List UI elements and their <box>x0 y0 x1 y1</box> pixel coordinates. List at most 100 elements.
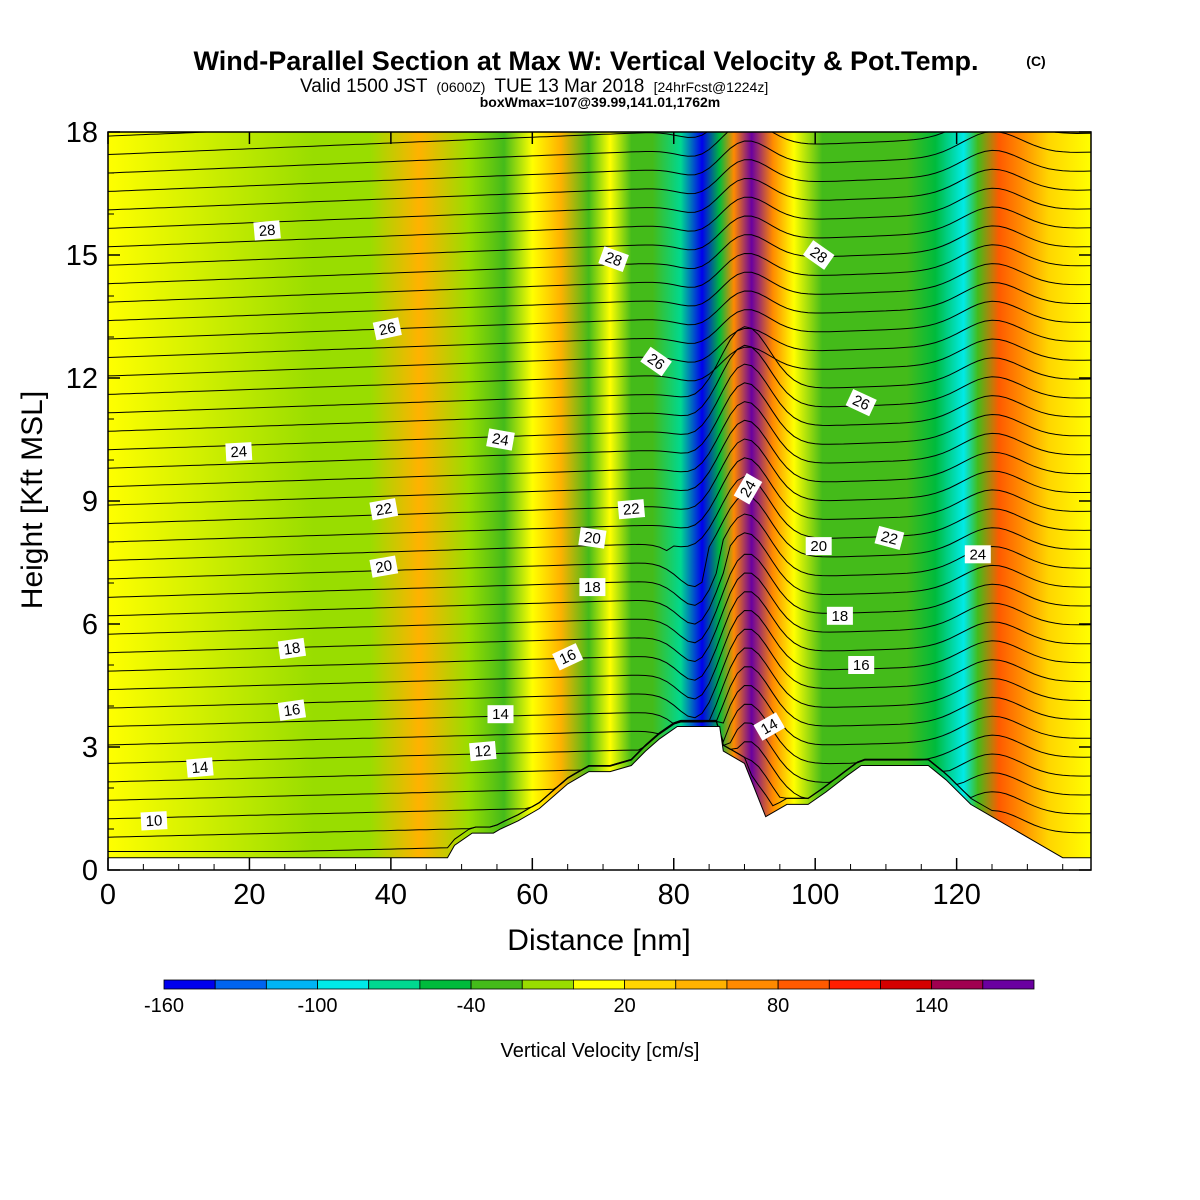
contour-label-text: 12 <box>474 742 492 760</box>
y-tick-label: 9 <box>82 486 98 518</box>
isentrope-line <box>108 628 1091 719</box>
colorbar-segment <box>624 979 677 990</box>
y-tick-label: 3 <box>82 732 98 764</box>
contour-label-text: 16 <box>283 701 302 720</box>
contour-label-text: 18 <box>283 640 302 659</box>
isentrope-line <box>108 382 1091 469</box>
contour-label-box <box>277 637 307 660</box>
x-tick-label: 40 <box>375 879 407 911</box>
contour-label-box <box>802 240 835 270</box>
x-tick-label: 100 <box>791 879 839 911</box>
isentrope-line <box>108 401 1091 488</box>
contour-label: 18 <box>579 578 606 597</box>
contour-label-box <box>552 643 584 671</box>
valid-prefix: Valid 1500 JST <box>300 76 428 97</box>
contour-label: 28 <box>253 220 281 241</box>
contour-label: 24 <box>733 472 763 505</box>
contour-label: 16 <box>277 699 307 721</box>
contour-label: 20 <box>805 537 832 556</box>
terrain <box>108 726 1091 870</box>
contour-label: 10 <box>140 811 168 831</box>
isentrope-line <box>108 244 1091 303</box>
contour-label-text: 14 <box>191 759 209 777</box>
colorbar-segment <box>521 979 574 990</box>
colorbar-tick-label: -160 <box>144 995 184 1017</box>
contour-label-text: 18 <box>832 608 849 625</box>
contour-label: 26 <box>372 317 402 341</box>
colorbar-segment <box>880 979 933 990</box>
colorbar-tick-label: 140 <box>915 995 948 1017</box>
colorbar-segment <box>163 979 216 990</box>
contour-label-text: 22 <box>879 528 900 549</box>
isentrope-line <box>108 438 1091 525</box>
isentrope-line <box>108 326 1091 414</box>
contour-label: 20 <box>578 527 607 549</box>
y-tick-label: 15 <box>66 240 98 272</box>
contour-label: 22 <box>617 499 646 520</box>
y-tick-label: 6 <box>82 609 98 641</box>
valid-date: TUE 13 Mar 2018 <box>494 76 644 97</box>
contour-label: 22 <box>874 525 905 550</box>
contour-label-text: 28 <box>603 249 624 271</box>
contour-label: 26 <box>640 346 672 377</box>
contour-labels: 28 28 28 26 26 26 24 24 24 24 22 22 22 20 20 20 18 18 18 16… <box>140 220 991 831</box>
y-tick-label: 12 <box>66 363 98 395</box>
x-tick-label: 120 <box>932 879 980 911</box>
contour-label-text: 24 <box>969 546 986 563</box>
contour-label: 14 <box>753 712 785 741</box>
x-tick-label: 80 <box>658 879 690 911</box>
colorbar-segment <box>573 979 625 990</box>
colorbar-segment <box>931 979 984 990</box>
contour-label-box <box>805 537 832 556</box>
contour-label: 20 <box>369 555 399 578</box>
contour-label-text: 22 <box>374 500 393 520</box>
contour-label: 18 <box>826 606 853 625</box>
contour-label-box <box>487 705 514 724</box>
contour-label: 28 <box>802 240 835 270</box>
isentrope-line <box>108 281 1091 340</box>
contour-label-text: 26 <box>644 350 667 373</box>
colorbar-segment <box>828 979 881 990</box>
isentrope-line <box>108 319 1091 377</box>
plot-area: 28 28 28 26 26 26 24 24 24 24 22 22 22 20 20 20 18 18 18 16… <box>66 117 1092 911</box>
contour-label-box <box>140 811 168 831</box>
y-axis-label: Height [Kft MSL] <box>16 391 49 609</box>
contour-label-box <box>617 499 646 520</box>
contour-label-box <box>826 606 853 625</box>
contour-label-box <box>640 346 672 377</box>
contour-label-box <box>579 578 606 597</box>
contour-label-text: 28 <box>258 222 276 240</box>
x-axis-label: Distance [nm] <box>507 924 690 957</box>
isentrope-line <box>108 591 1091 681</box>
colorbar-segment <box>777 979 830 990</box>
velocity-field <box>108 132 1091 870</box>
contour-label: 12 <box>469 741 497 762</box>
isentrope-line <box>108 703 1091 783</box>
colorbar-segment <box>419 979 472 990</box>
isentrope-line <box>108 187 1091 248</box>
isentrope-line <box>108 338 1091 395</box>
y-tick-label: 0 <box>82 855 98 887</box>
isentrope-line <box>108 532 1091 625</box>
colorbar: -160 -100 -40 20 80 140 <box>144 979 1035 1017</box>
contour-label: 14 <box>487 705 514 724</box>
boxwmax-info: boxWmax=107@39.99,141.01,1762m <box>480 94 721 110</box>
contour-label-text: 14 <box>758 715 781 738</box>
isentrope-line <box>108 263 1091 322</box>
contour-label-box <box>733 472 763 505</box>
colorbar-segment <box>317 979 370 990</box>
contour-label: 26 <box>845 388 877 417</box>
x-axis-ticks: 0 20 40 60 80 100 120 <box>100 132 1064 911</box>
isentrope-line <box>108 132 1091 192</box>
contour-label: 18 <box>277 637 307 660</box>
contour-label-text: 20 <box>583 529 602 548</box>
contour-label-box <box>372 317 402 341</box>
colorbar-segment <box>675 979 728 990</box>
colorbar-segment <box>368 979 421 990</box>
isentrope-line <box>108 363 1091 451</box>
isentrope-line <box>108 206 1091 266</box>
contour-label-text: 24 <box>737 477 760 500</box>
contour-label-text: 22 <box>622 501 640 519</box>
isentrope-line <box>108 457 1091 543</box>
colorbar-segment <box>265 979 318 990</box>
